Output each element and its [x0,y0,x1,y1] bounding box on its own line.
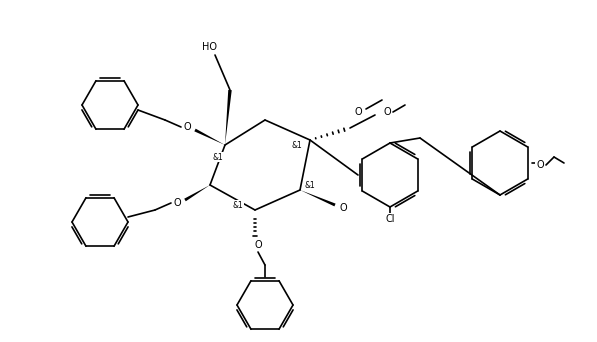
Text: O: O [354,107,362,117]
Text: &1: &1 [213,153,223,161]
Polygon shape [184,185,210,201]
Text: Cl: Cl [385,214,395,224]
Polygon shape [225,90,232,145]
Text: O: O [339,203,347,213]
Text: HO: HO [202,42,217,52]
Text: &1: &1 [232,200,243,210]
Text: O: O [183,122,191,132]
Text: &1: &1 [305,181,316,189]
Text: O: O [254,240,262,250]
Text: O: O [173,198,181,208]
Polygon shape [195,129,225,145]
Polygon shape [300,190,336,206]
Text: O: O [383,107,391,117]
Text: O: O [536,160,544,170]
Text: &1: &1 [291,141,302,149]
